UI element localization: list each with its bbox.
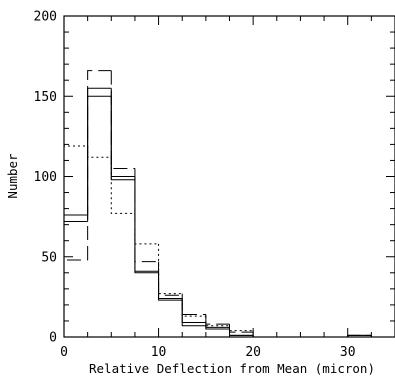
histogram-bin [63,220,88,337]
histogram-bin [63,145,88,337]
histogram-bin [134,213,159,245]
histogram-bin [110,88,135,177]
x-tick-label: 30 [340,345,356,360]
histogram-bin [110,157,135,214]
x-tick-label: 20 [245,345,261,360]
y-tick-label: 100 [34,170,57,185]
histogram-bin [205,325,230,330]
histogram-series-long-dash [63,70,395,338]
histogram-bin [158,272,183,299]
histogram-series-dotted [63,145,395,338]
histogram-bin [205,316,230,327]
histogram-bin [110,70,135,169]
histogram-bin [252,332,277,338]
y-axis-label: Number [5,153,20,199]
histogram-bin [134,179,159,274]
histogram-bin [252,330,277,338]
histogram-bin [181,298,206,327]
histogram-bin [87,95,112,222]
histogram-bin [229,325,254,332]
histogram-series-layer [63,70,395,338]
histogram-bin [63,259,88,337]
histogram-bin [205,322,230,328]
histogram-bin [63,214,88,337]
y-tick-label: 0 [49,331,57,346]
histogram-bin [110,96,135,181]
y-tick-label: 150 [34,90,57,105]
histogram-bin [229,327,254,336]
histogram-series-solid [63,95,395,338]
histogram-bin [87,87,112,216]
x-tick-label: 10 [151,345,167,360]
histogram-bin [134,176,159,272]
histogram-bin [158,261,183,296]
histogram-bin [87,146,112,158]
x-tick-label: 0 [60,345,68,360]
x-axis-label: Relative Deflection from Mean (micron) [89,361,375,376]
histogram-bin [181,293,206,317]
y-tick-label: 200 [34,10,57,25]
tick-labels: 0 10 20 30 0 50 100 150 200 [34,10,356,361]
histogram-bin [158,243,183,295]
histogram-bin [205,314,230,325]
histogram-series-solid [63,87,395,338]
histogram-bin [181,295,206,316]
y-tick-label: 50 [41,250,57,265]
histogram-bin [134,168,159,263]
histogram-bin [87,70,112,260]
histogram-bin [181,300,206,324]
plot-frame [63,15,395,338]
